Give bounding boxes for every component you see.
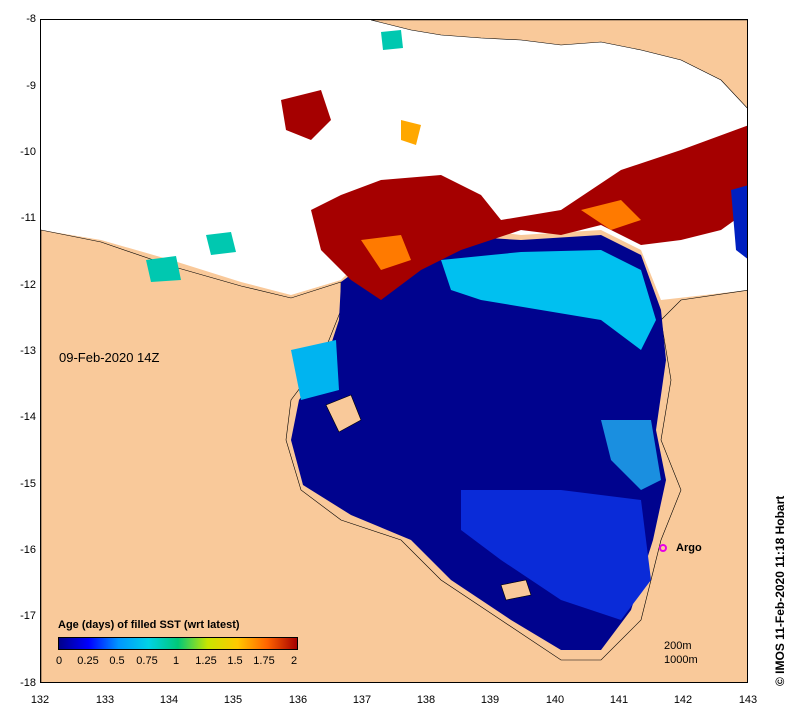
lon-tick-label: 140	[545, 694, 565, 706]
lat-tick-label: -17	[20, 610, 36, 622]
legend-tick-label: 0.25	[77, 655, 99, 667]
cyan-patch-coast	[291, 340, 339, 400]
lon-tick-label: 138	[416, 694, 436, 706]
east-coast-water	[731, 185, 747, 259]
gulf-patch-light	[441, 250, 656, 350]
lon-tick-label: 136	[288, 694, 308, 706]
land-new-guinea	[370, 20, 747, 109]
lat-tick-label: -11	[20, 212, 36, 224]
contour-label-1000m: 1000m	[664, 654, 698, 666]
legend-tick-label: 1.25	[195, 655, 217, 667]
legend-tick-label: 1.75	[253, 655, 275, 667]
lat-tick-label: -9	[26, 80, 36, 92]
cyan-patch-top	[381, 30, 403, 50]
orange-patch-2	[581, 200, 641, 230]
cyan-patch-west	[146, 256, 181, 282]
land-arnhem	[41, 229, 747, 682]
legend-colorbar	[58, 637, 298, 650]
lat-tick-label: -10	[20, 146, 36, 158]
credit-text: © IMOS 11-Feb-2020 11:18 Hobart	[773, 495, 787, 686]
lon-tick-label: 139	[480, 694, 500, 706]
orange-patch	[361, 235, 411, 270]
island-mornington	[500, 579, 532, 601]
legend-tick-label: 0.5	[109, 655, 125, 667]
lon-tick-label: 137	[352, 694, 372, 706]
gulf-patch-cyan-east	[601, 420, 661, 490]
island-groote	[325, 394, 362, 433]
map-area	[40, 19, 748, 683]
lon-tick-label: 132	[30, 694, 50, 706]
old-data-region-north	[311, 125, 747, 300]
lat-tick-label: -12	[20, 279, 36, 291]
cyan-patch-west-2	[206, 232, 236, 255]
lon-tick-label: 143	[738, 694, 758, 706]
legend-tick-label: 1	[172, 655, 180, 667]
sst-age-map	[41, 20, 747, 682]
lat-tick-label: -16	[20, 544, 36, 556]
lat-tick-label: -14	[20, 411, 36, 423]
legend-tick-label: 0	[55, 655, 63, 667]
old-data-region-nw	[281, 90, 331, 140]
lon-tick-label: 141	[609, 694, 629, 706]
argo-label: Argo	[676, 542, 702, 554]
lon-tick-label: 142	[673, 694, 693, 706]
contour-label-200m: 200m	[664, 640, 692, 652]
lon-tick-label: 134	[159, 694, 179, 706]
legend-tick-label: 0.75	[136, 655, 158, 667]
lat-tick-label: -18	[20, 677, 36, 689]
gulf-patch-mid	[461, 490, 651, 620]
date-label: 09-Feb-2020 14Z	[59, 350, 160, 365]
legend-title: Age (days) of filled SST (wrt latest)	[58, 619, 240, 631]
lon-tick-label: 135	[223, 694, 243, 706]
lat-tick-label: -13	[20, 345, 36, 357]
lat-tick-label: -8	[26, 13, 36, 25]
lat-tick-label: -15	[20, 478, 36, 490]
legend-tick-label: 2	[290, 655, 298, 667]
argo-marker-icon	[659, 544, 667, 552]
legend-tick-label: 1.5	[227, 655, 243, 667]
lon-tick-label: 133	[95, 694, 115, 706]
orange-patch-3	[401, 120, 421, 145]
